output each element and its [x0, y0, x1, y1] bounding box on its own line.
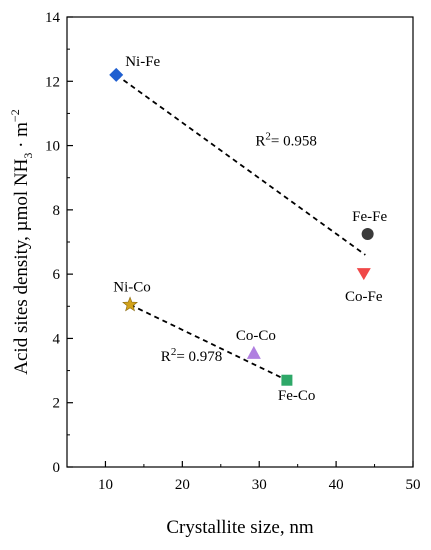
y-tick-label: 0 — [53, 460, 61, 476]
y-axis-title-subscript: 3 — [21, 153, 35, 159]
data-point-co-co-label: Co-Co — [236, 328, 276, 344]
data-point-fe-fe — [361, 227, 374, 240]
y-tick-label: 12 — [45, 74, 60, 90]
x-axis-ticks: 10 20 30 40 50 — [66, 461, 421, 493]
r-squared-value: = 0.978 — [176, 349, 222, 365]
data-point-co-fe — [356, 268, 371, 281]
x-tick-label: 20 — [175, 477, 190, 493]
y-axis-title-main: Acid sites density, µmol NH — [11, 158, 32, 374]
y-tick-label: 2 — [53, 396, 61, 412]
trend-line — [129, 303, 288, 382]
y-tick-label: 6 — [53, 267, 61, 283]
x-tick-label: 40 — [329, 477, 344, 493]
x-tick-label: 50 — [406, 477, 421, 493]
data-point-ni-co-label: Ni-Co — [113, 280, 151, 296]
y-axis-title-superscript: −2 — [8, 109, 22, 122]
y-tick-label: 14 — [45, 10, 61, 26]
x-tick-label: 30 — [252, 477, 267, 493]
y-tick-label: 8 — [53, 203, 61, 219]
y-tick-label: 10 — [45, 139, 60, 155]
y-tick-label: 4 — [53, 331, 61, 347]
data-point-ni-co — [122, 296, 138, 312]
y-axis-title-unit: · m — [11, 122, 32, 153]
r-squared-superscript: 2 — [171, 346, 177, 358]
x-tick-label: 10 — [98, 477, 113, 493]
plot-frame — [66, 16, 414, 468]
y-axis-ticks: 0 2 4 6 8 10 12 14 — [45, 10, 73, 476]
r-squared-value: = 0.958 — [271, 134, 317, 150]
y-axis-title: Acid sites density, µmol NH3 · m−2 — [8, 109, 35, 374]
r-squared-symbol: R — [255, 134, 265, 150]
data-point-ni-fe — [109, 67, 124, 82]
data-point-fe-fe-label: Fe-Fe — [352, 209, 387, 225]
x-axis-title: Crystallite size, nm — [166, 517, 313, 538]
r-squared-symbol: R — [161, 349, 171, 365]
r-squared-label: R2= 0.958 — [255, 131, 316, 150]
data-point-co-fe-label: Co-Fe — [345, 289, 383, 305]
data-point-co-co — [246, 345, 261, 359]
trend-line — [115, 74, 366, 256]
data-points: Ni-Fe Fe-Fe Co-Fe Ni-Co Co-Co Fe-Co — [109, 54, 387, 404]
r-squared-label: R2= 0.978 — [161, 346, 222, 365]
r-squared-superscript: 2 — [265, 131, 271, 143]
data-point-fe-co — [281, 374, 293, 386]
data-point-fe-co-label: Fe-Co — [278, 388, 316, 404]
data-point-ni-fe-label: Ni-Fe — [125, 54, 160, 70]
